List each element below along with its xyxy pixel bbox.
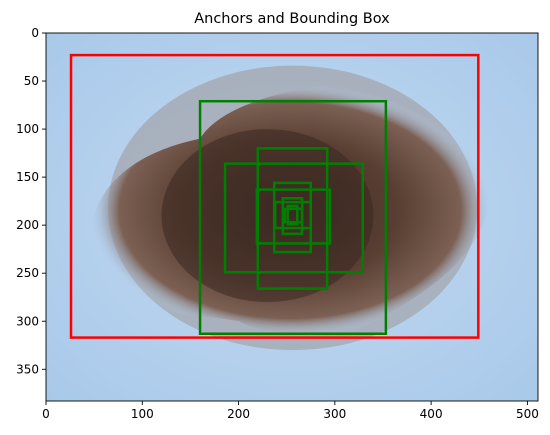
x-tick-label: 0 bbox=[42, 407, 50, 421]
x-tick-label: 500 bbox=[516, 407, 539, 421]
x-tick-label: 400 bbox=[420, 407, 443, 421]
anchor-box bbox=[198, 99, 388, 335]
x-tick-label: 100 bbox=[131, 407, 154, 421]
axes-frame bbox=[45, 32, 539, 402]
y-tick-label: 200 bbox=[16, 218, 39, 232]
anchor-boxes bbox=[198, 99, 388, 335]
anchor-box bbox=[283, 207, 304, 224]
x-tick-label: 300 bbox=[323, 407, 346, 421]
anchor-box bbox=[223, 162, 365, 274]
lesion-core bbox=[161, 129, 374, 303]
x-axis: 0 100 200 300 400 500 bbox=[42, 401, 539, 421]
y-tick-label: 300 bbox=[16, 314, 39, 328]
bounding-box bbox=[69, 53, 480, 339]
y-tick-label: 150 bbox=[16, 170, 39, 184]
chart-title: Anchors and Bounding Box bbox=[194, 11, 390, 27]
y-tick-label: 100 bbox=[16, 122, 39, 136]
plot-area bbox=[46, 33, 538, 401]
x-tick-label: 200 bbox=[227, 407, 250, 421]
y-tick-label: 0 bbox=[31, 26, 39, 40]
y-axis: 0 50 100 150 200 250 300 350 bbox=[16, 26, 46, 376]
y-tick-label: 50 bbox=[24, 74, 39, 88]
anchor-box bbox=[286, 204, 299, 226]
anchor-box bbox=[273, 200, 313, 230]
y-tick-label: 250 bbox=[16, 266, 39, 280]
anchor-box bbox=[255, 188, 332, 245]
y-tick-label: 350 bbox=[16, 362, 39, 376]
